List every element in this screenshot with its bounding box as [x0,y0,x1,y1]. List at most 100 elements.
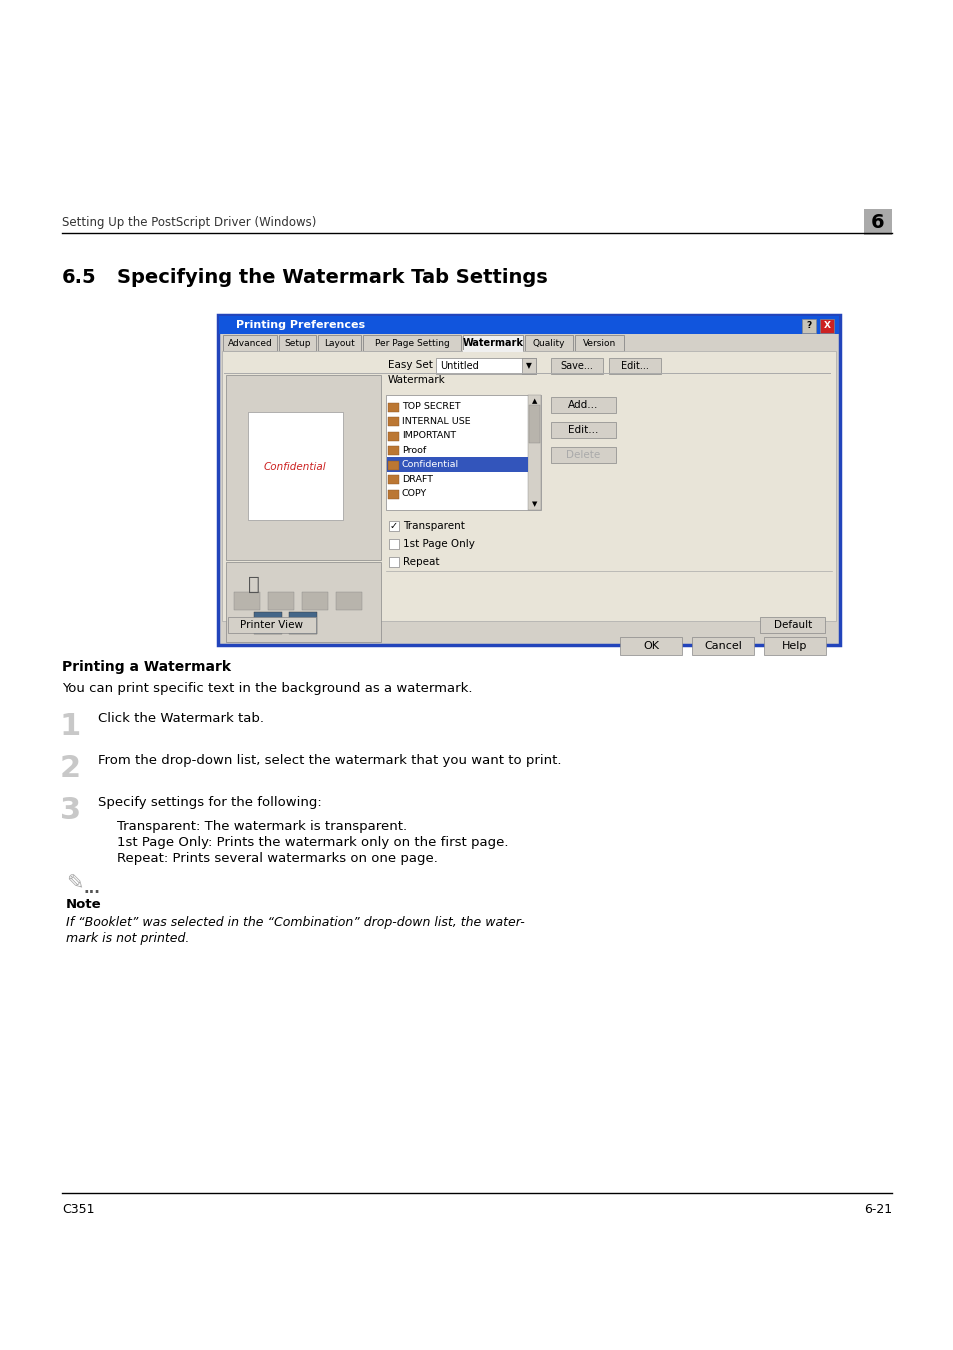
Text: Save...: Save... [560,360,593,371]
FancyBboxPatch shape [222,351,835,621]
FancyBboxPatch shape [763,637,825,655]
FancyBboxPatch shape [463,335,522,351]
FancyBboxPatch shape [386,396,540,510]
Text: Printer View: Printer View [240,620,303,630]
FancyBboxPatch shape [302,593,328,610]
FancyBboxPatch shape [389,521,398,531]
FancyBboxPatch shape [551,358,602,374]
Text: 1: 1 [60,711,81,741]
FancyBboxPatch shape [268,593,294,610]
Text: Note: Note [66,898,102,911]
FancyBboxPatch shape [388,475,398,485]
Text: 2: 2 [60,755,81,783]
Text: mark is not printed.: mark is not printed. [66,931,190,945]
FancyBboxPatch shape [223,335,276,351]
Text: 6-21: 6-21 [863,1203,891,1216]
Text: X: X [822,321,830,331]
Text: ?: ? [805,321,811,331]
Text: Printing Preferences: Printing Preferences [235,320,365,329]
Text: ▲: ▲ [531,398,537,404]
FancyBboxPatch shape [760,617,824,633]
Text: Watermark: Watermark [462,338,523,348]
Text: Layout: Layout [324,339,355,348]
Text: 1st Page Only: Prints the watermark only on the first page.: 1st Page Only: Prints the watermark only… [117,836,508,849]
FancyBboxPatch shape [226,562,380,643]
Text: 🖨: 🖨 [248,575,259,594]
Text: C351: C351 [62,1203,94,1216]
Text: Help: Help [781,641,807,651]
FancyBboxPatch shape [524,335,573,351]
Text: Delete: Delete [565,450,599,460]
FancyBboxPatch shape [608,358,660,374]
Text: Transparent: The watermark is transparent.: Transparent: The watermark is transparen… [117,819,407,833]
Text: 1st Page Only: 1st Page Only [402,539,475,549]
Text: OK: OK [642,641,659,651]
Text: Version: Version [582,339,616,348]
FancyBboxPatch shape [529,405,539,443]
Text: If “Booklet” was selected in the “Combination” drop-down list, the water-: If “Booklet” was selected in the “Combin… [66,917,524,929]
Text: Click the Watermark tab.: Click the Watermark tab. [98,711,264,725]
Text: Untitled: Untitled [439,360,478,371]
FancyBboxPatch shape [551,423,616,437]
FancyBboxPatch shape [363,335,461,351]
Text: Setup: Setup [284,339,311,348]
Text: From the drop-down list, select the watermark that you want to print.: From the drop-down list, select the wate… [98,755,561,767]
FancyBboxPatch shape [233,593,260,610]
Text: Watermark: Watermark [388,375,445,385]
Text: IMPORTANT: IMPORTANT [401,431,456,440]
Text: DRAFT: DRAFT [401,475,433,483]
FancyBboxPatch shape [691,637,753,655]
Text: COPY: COPY [401,489,427,498]
FancyBboxPatch shape [318,335,361,351]
FancyBboxPatch shape [218,315,840,645]
FancyBboxPatch shape [253,612,282,634]
Text: TOP SECRET: TOP SECRET [401,402,460,412]
FancyBboxPatch shape [551,447,616,463]
Text: Transparent: Transparent [402,521,464,531]
Text: Advanced: Advanced [228,339,273,348]
FancyBboxPatch shape [389,558,398,567]
Text: Per Page Setting: Per Page Setting [375,339,450,348]
FancyBboxPatch shape [289,612,316,634]
Text: ▼: ▼ [525,362,532,370]
FancyBboxPatch shape [551,397,616,413]
Text: You can print specific text in the background as a watermark.: You can print specific text in the backg… [62,682,472,695]
Text: 6.5: 6.5 [62,269,96,288]
Text: ✎: ✎ [66,873,84,892]
FancyBboxPatch shape [278,335,316,351]
FancyBboxPatch shape [527,396,540,510]
Text: 6: 6 [870,212,883,231]
Text: 3: 3 [60,796,81,825]
Text: Easy Set: Easy Set [388,360,433,370]
FancyBboxPatch shape [619,637,681,655]
Text: Add...: Add... [567,400,598,410]
FancyBboxPatch shape [575,335,623,351]
FancyBboxPatch shape [335,593,361,610]
Text: Confidential: Confidential [401,460,458,470]
Text: Proof: Proof [401,446,426,455]
Text: Confidential: Confidential [263,462,326,472]
Text: Printing a Watermark: Printing a Watermark [62,660,231,674]
FancyBboxPatch shape [389,539,398,549]
Text: Default: Default [773,620,811,630]
FancyBboxPatch shape [388,417,398,427]
FancyBboxPatch shape [863,209,891,235]
FancyBboxPatch shape [228,617,315,633]
FancyBboxPatch shape [388,490,398,498]
FancyBboxPatch shape [820,319,833,333]
FancyBboxPatch shape [219,316,838,333]
Text: Specifying the Watermark Tab Settings: Specifying the Watermark Tab Settings [117,269,547,288]
Text: ...: ... [84,882,101,896]
Text: Edit...: Edit... [620,360,648,371]
FancyBboxPatch shape [387,458,527,471]
FancyBboxPatch shape [388,432,398,440]
Text: Cancel: Cancel [703,641,741,651]
FancyBboxPatch shape [436,358,536,374]
FancyBboxPatch shape [801,319,815,333]
FancyBboxPatch shape [388,402,398,412]
FancyBboxPatch shape [248,412,343,520]
FancyBboxPatch shape [388,446,398,455]
Text: Edit...: Edit... [567,425,598,435]
Text: Specify settings for the following:: Specify settings for the following: [98,796,321,809]
Text: Quality: Quality [533,339,565,348]
